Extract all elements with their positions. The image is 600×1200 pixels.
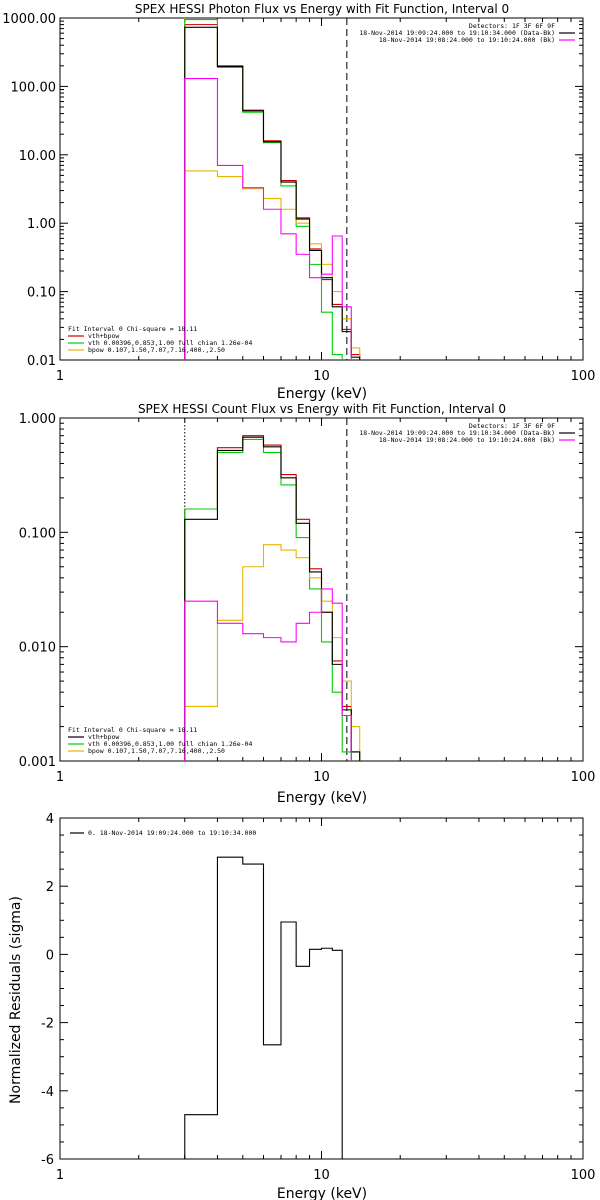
legend-entry: Detectors: 1F 3F 6F 9F	[469, 422, 555, 430]
series-vth-bpow	[184, 435, 361, 761]
x-tick-label: 1	[56, 369, 64, 384]
legend-entry: 18-Nov-2014 19:08:24.000 to 19:10:24.000…	[379, 436, 555, 444]
photon-flux-title: SPEX HESSI Photon Flux vs Energy with Fi…	[135, 2, 509, 16]
x-tick-label: 1	[56, 770, 64, 785]
y-tick-label: 0.10	[27, 286, 56, 301]
x-tick-label: 10	[313, 1168, 330, 1183]
series-group	[184, 435, 361, 761]
series-vth-bpow	[184, 24, 361, 360]
y-tick-label: 100.00	[11, 80, 57, 95]
residuals-ylabel: Normalized Residuals (sigma)	[8, 896, 24, 1104]
y-tick-label: 0	[46, 948, 54, 963]
series-bk	[184, 588, 352, 761]
legend-entry: 18-Nov-2014 19:09:24.000 to 19:10:34.000…	[359, 429, 555, 437]
series-vth	[184, 438, 352, 761]
y-tick-label: 2	[46, 880, 54, 895]
legend-entry: bpow 0.107,1.50,7.07,7.16,400.,2.50	[88, 346, 225, 354]
photon-flux-xlabel: Energy (keV)	[277, 386, 367, 402]
series-0-18-nov-2014-19-09-24-000-to-19-10-34-000	[184, 856, 343, 1159]
legend-entry: vth+bpow	[88, 733, 119, 741]
legend-entry: vth 0.00396,0.853,1.00 full chian 1.26e-…	[88, 740, 252, 748]
series-data-bk	[184, 436, 361, 761]
photon-flux-panel: SPEX HESSI Photon Flux vs Energy with Fi…	[2, 2, 595, 402]
y-tick-label: 0.01	[27, 354, 56, 369]
y-tick-label: -4	[41, 1085, 54, 1100]
x-tick-label: 10	[313, 770, 330, 785]
series-bpow	[184, 170, 361, 360]
legend-entry: 18-Nov-2014 19:08:24.000 to 19:10:24.000…	[379, 36, 555, 44]
x-tick-label: 100	[571, 1168, 596, 1183]
legend-entry: Fit Interval 0 Chi-square = 18.11	[68, 325, 197, 333]
legend-entry: Fit Interval 0 Chi-square = 18.11	[68, 726, 197, 734]
x-tick-label: 100	[571, 369, 596, 384]
legend-entry: bpow 0.107,1.50,7.07,7.16,400.,2.50	[88, 747, 225, 755]
y-tick-label: -2	[41, 1017, 54, 1032]
legend-entry: vth 0.00396,0.853,1.00 full chian 1.26e-…	[88, 339, 252, 347]
y-tick-label: 0.001	[19, 755, 56, 770]
y-tick-label: -6	[41, 1153, 54, 1168]
y-tick-label: 1.000	[19, 412, 56, 427]
series-group	[184, 856, 343, 1159]
legend-entry: 0. 18-Nov-2014 19:09:24.000 to 19:10:34.…	[88, 829, 256, 837]
x-tick-label: 1	[56, 1168, 64, 1183]
legend-entry: vth+bpow	[88, 332, 119, 340]
legend-entry: 18-Nov-2014 19:09:24.000 to 19:10:34.000…	[359, 29, 555, 37]
x-tick-label: 100	[571, 770, 596, 785]
y-tick-label: 1000.00	[2, 12, 56, 27]
residuals-panel: Energy (keV) Normalized Residuals (sigma…	[8, 812, 595, 1200]
y-tick-label: 4	[46, 812, 54, 827]
series-group	[184, 18, 361, 360]
residuals-xlabel: Energy (keV)	[277, 1186, 367, 1200]
series-data-bk	[184, 26, 361, 360]
y-tick-label: 1.00	[27, 217, 56, 232]
plot-frame	[59, 817, 584, 1160]
legend-entry: Detectors: 1F 3F 6F 9F	[469, 22, 555, 30]
x-tick-label: 10	[313, 369, 330, 384]
count-flux-xlabel: Energy (keV)	[277, 790, 367, 806]
series-bk	[184, 78, 352, 360]
y-tick-label: 0.010	[19, 641, 56, 656]
series-vth	[184, 18, 343, 360]
y-tick-label: 0.100	[19, 526, 56, 541]
count-flux-title: SPEX HESSI Count Flux vs Energy with Fit…	[138, 402, 506, 416]
series-bpow	[184, 544, 361, 761]
count-flux-panel: SPEX HESSI Count Flux vs Energy with Fit…	[19, 402, 596, 806]
y-tick-label: 10.00	[19, 149, 56, 164]
